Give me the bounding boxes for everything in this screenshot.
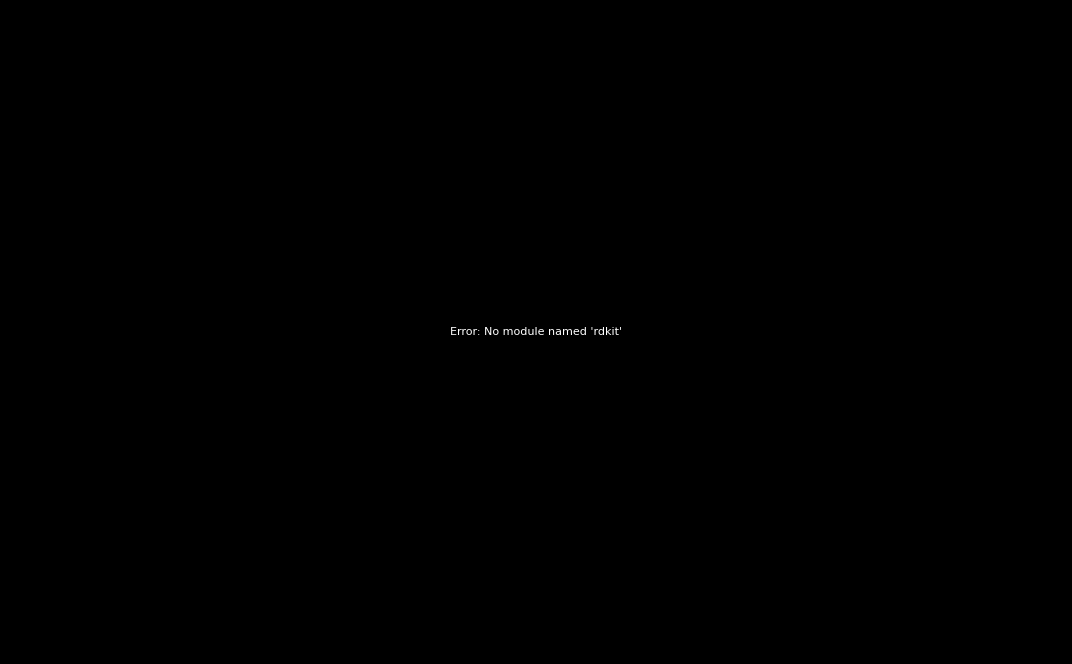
Text: Error: No module named 'rdkit': Error: No module named 'rdkit' — [450, 327, 622, 337]
